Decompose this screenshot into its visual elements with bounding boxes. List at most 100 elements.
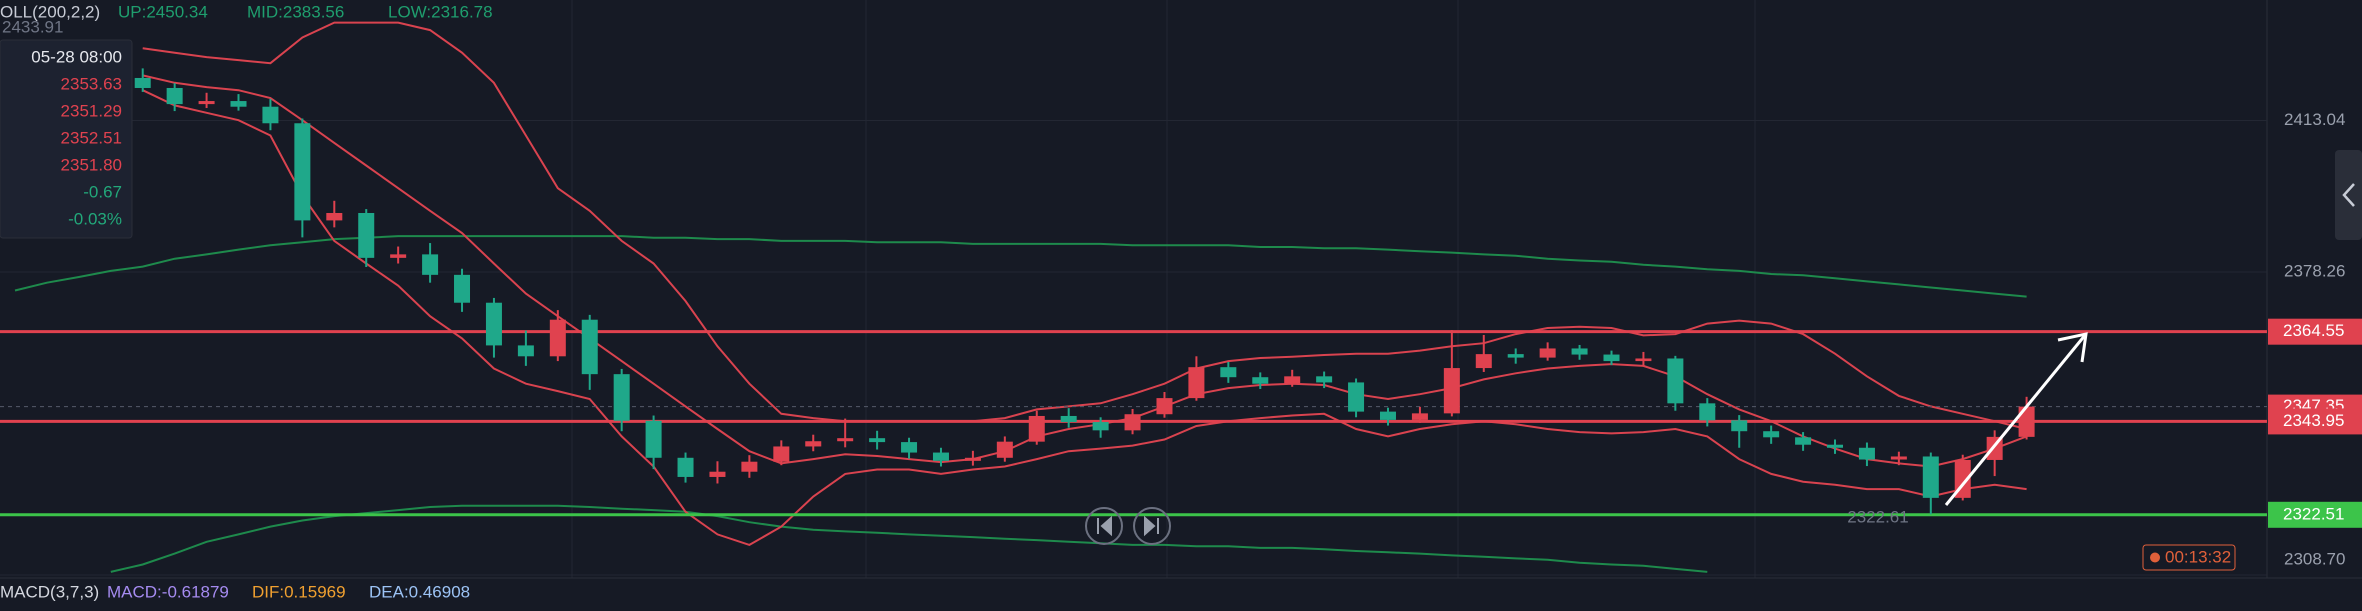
collapse-tab[interactable] — [2335, 150, 2362, 240]
dif-value: DIF:0.15969 — [252, 582, 346, 601]
macd-value: MACD:-0.61879 — [107, 582, 229, 601]
candle-body — [1443, 368, 1460, 414]
indicator-header: OLL(200,2,2) UP:2450.34 MID:2383.56 LOW:… — [0, 2, 493, 21]
macd-header: MACD(3,7,3) MACD:-0.61879 DIF:0.15969 DE… — [0, 582, 470, 601]
nav-next[interactable] — [1133, 507, 1171, 545]
candle-body — [869, 438, 886, 443]
candle-body — [1858, 447, 1875, 460]
countdown-icon — [2150, 552, 2160, 563]
vertical-grid — [571, 0, 1756, 578]
y-tick-label: 2378.26 — [2284, 261, 2345, 280]
nav-button — [1085, 507, 1123, 545]
candle-body — [773, 446, 790, 462]
candle-body — [1635, 358, 1652, 362]
countdown: 00:13:32 — [2142, 544, 2236, 571]
candle-body — [645, 420, 662, 458]
candle-body — [230, 101, 247, 107]
candle-body — [1571, 348, 1588, 355]
candle-body — [805, 441, 822, 447]
level-box — [2268, 318, 2362, 345]
nav-icon — [1144, 515, 1159, 537]
candle-body — [1188, 367, 1205, 399]
nav-icon — [1097, 515, 1112, 537]
dea-value: DEA:0.46908 — [369, 582, 470, 601]
candle-body — [1092, 422, 1109, 431]
candle-body — [2018, 406, 2035, 437]
arrow-head — [2057, 332, 2088, 363]
nav-button — [1133, 507, 1171, 545]
candle-body — [996, 441, 1013, 458]
candle-body — [677, 457, 694, 477]
tab — [2335, 150, 2362, 240]
tooltip-value: 2353.63 — [61, 74, 122, 93]
candle-body — [837, 438, 854, 442]
candle-body — [613, 374, 630, 421]
candle-body — [1922, 456, 1939, 498]
candle-body — [390, 254, 407, 258]
low-annotation: 2322.61 — [1847, 507, 1908, 526]
candle-body — [358, 212, 375, 258]
candle-body — [454, 274, 471, 303]
candle-body — [134, 77, 151, 88]
indicator-mid: MID:2383.56 — [247, 2, 344, 21]
candle-body — [198, 101, 215, 105]
candle-body — [741, 461, 758, 472]
level-label: 2364.55 — [2283, 321, 2344, 340]
tooltip-value: -0.03% — [68, 209, 122, 228]
countdown-box — [2142, 544, 2236, 571]
level-layer — [0, 330, 2267, 517]
tooltip-value: 2351.80 — [61, 155, 122, 174]
candle-body — [1667, 358, 1684, 404]
candle-body — [1763, 431, 1780, 438]
tooltip-value: 2351.29 — [61, 101, 122, 120]
tooltip-value: 2352.51 — [61, 128, 122, 147]
candle-body — [1379, 411, 1396, 420]
y-tick-label: 2308.70 — [2284, 549, 2345, 568]
countdown-text: 00:13:32 — [2165, 547, 2231, 566]
candle-body — [1890, 456, 1907, 460]
y-tick-label: 2413.04 — [2284, 110, 2345, 129]
crosshair-price: 2433.91 — [2, 17, 63, 36]
overlay-line — [142, 89, 2027, 546]
overlay-line — [142, 21, 2027, 430]
trend-arrow[interactable] — [1944, 332, 2088, 506]
candle-body — [517, 345, 534, 357]
tab-icon — [2342, 183, 2355, 207]
candle-body — [166, 87, 183, 105]
level-label: 2343.95 — [2283, 411, 2344, 430]
candle-body — [1156, 398, 1173, 415]
candle-body — [1028, 415, 1045, 442]
macd-title: MACD(3,7,3) — [0, 582, 99, 601]
candle-body — [422, 254, 439, 275]
tooltip-time: 05-28 08:00 — [31, 47, 122, 66]
candle-body — [1411, 413, 1428, 420]
candle-body — [1507, 354, 1524, 358]
candle-body — [1348, 382, 1365, 412]
candle-body — [294, 123, 311, 221]
level-label: 2322.51 — [2283, 504, 2344, 523]
axis-layer: 2413.042378.262308.702347.352364.552343.… — [2268, 110, 2362, 568]
candle-body — [1284, 376, 1301, 384]
tooltip-box — [0, 39, 133, 239]
candle-body — [964, 457, 981, 461]
candle-body — [262, 106, 279, 124]
candle-body — [1316, 376, 1333, 383]
candle-body — [1603, 354, 1620, 362]
candle-body — [1220, 367, 1237, 378]
overlay-line — [142, 74, 2027, 468]
level-box — [2268, 501, 2362, 528]
candle-body — [1252, 377, 1269, 384]
overlay-layer — [14, 21, 2027, 573]
overlay-line — [110, 504, 1708, 573]
indicator-up: UP:2450.34 — [118, 2, 208, 21]
candle-layer — [134, 68, 2035, 515]
candle-body — [485, 302, 502, 346]
candle-body — [326, 212, 343, 221]
tooltip: 2433.91 05-28 08:00 2353.63 2351.29 2352.5… — [0, 17, 133, 239]
nav-prev[interactable] — [1085, 507, 1123, 545]
candle-body — [1699, 403, 1716, 421]
candle-body — [1475, 354, 1492, 369]
